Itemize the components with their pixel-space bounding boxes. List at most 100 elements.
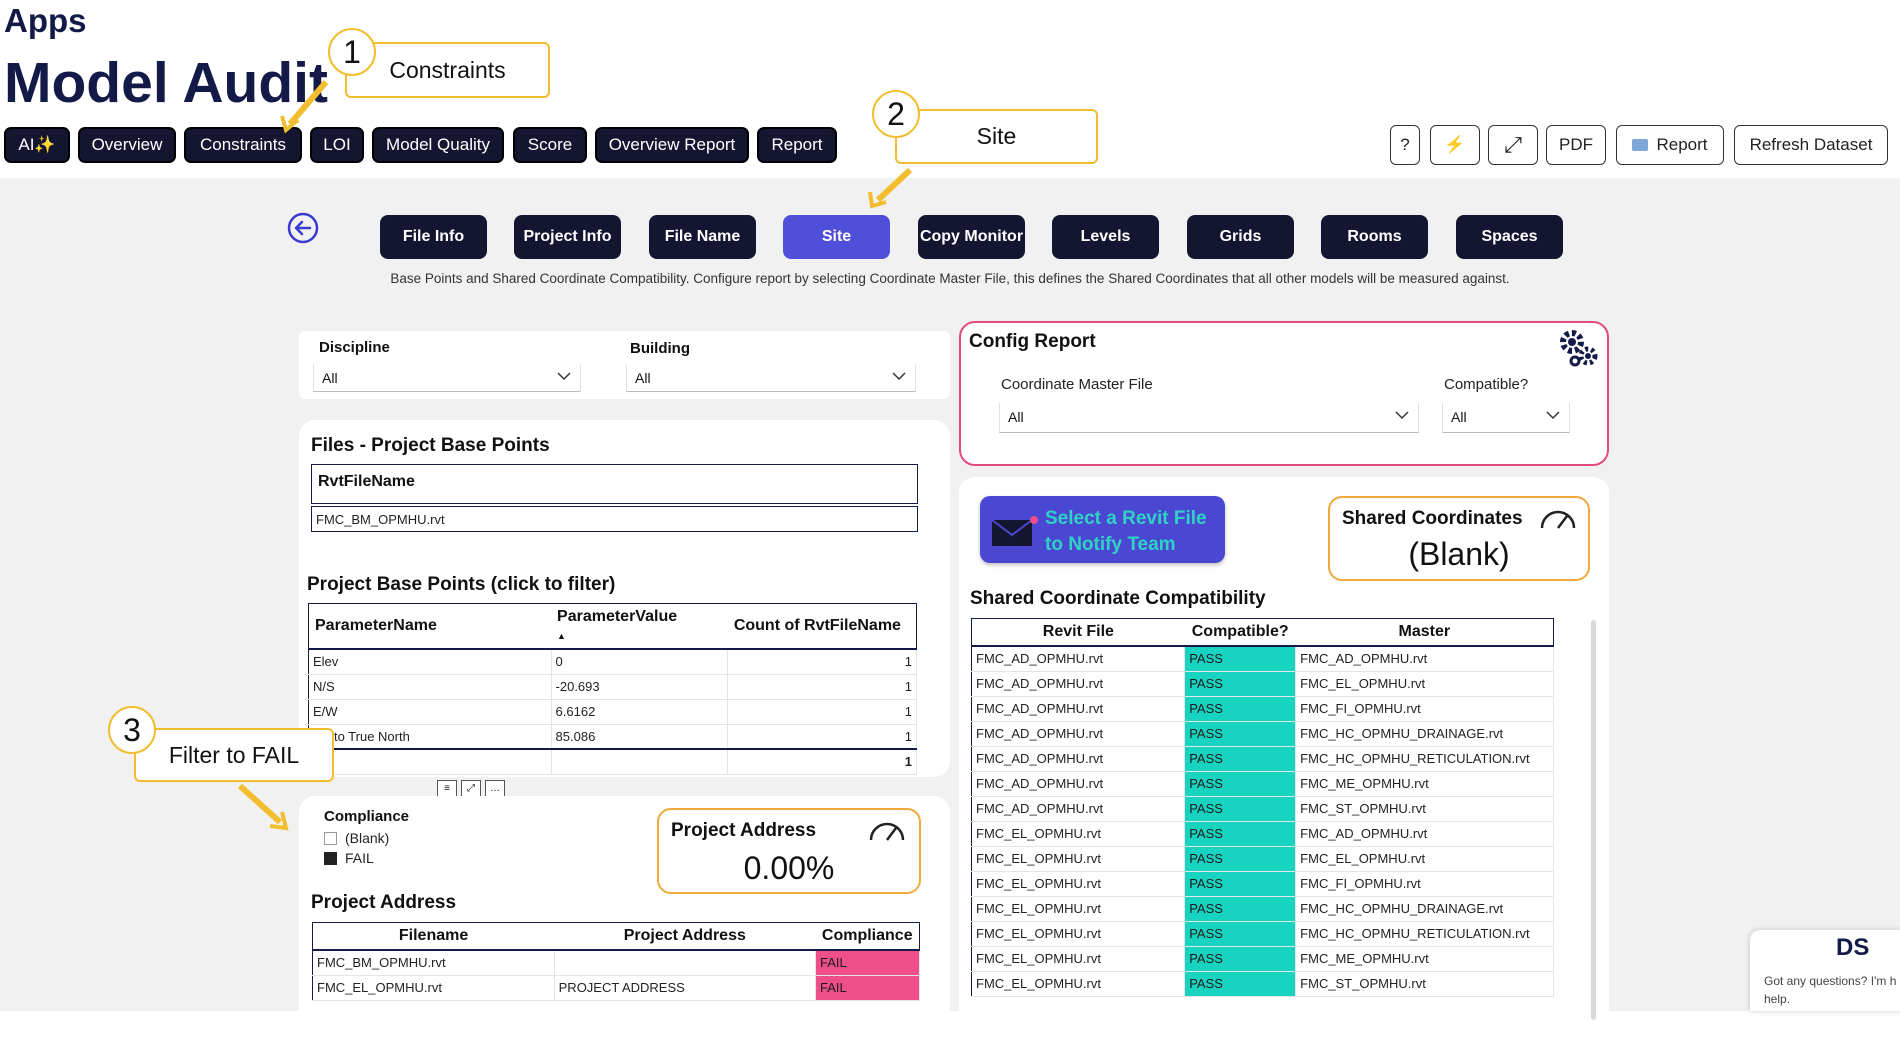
revit-file-cell: FMC_AD_OPMHU.rvt xyxy=(971,696,1186,722)
table-row[interactable]: FMC_EL_OPMHU.rvt PASS FMC_ST_OPMHU.rvt xyxy=(971,971,1554,997)
chat-widget[interactable]: DS Got any questions? I'm h help. xyxy=(1750,930,1900,1011)
compliance-cell: FAIL xyxy=(815,950,920,976)
tab-file-name[interactable]: File Name xyxy=(649,215,756,259)
tab-project-info[interactable]: Project Info xyxy=(514,215,621,259)
table-row[interactable]: FMC_EL_OPMHU.rvt PASS FMC_HC_OPMHU_RETICUL… xyxy=(971,921,1554,947)
project-address-header[interactable]: Project Address xyxy=(554,922,816,951)
nav-overview-report-button[interactable]: Overview Report xyxy=(595,127,749,163)
callout-3-number: 3 xyxy=(108,706,156,754)
files-pbp-row[interactable]: FMC_BM_OPMHU.rvt xyxy=(311,506,918,532)
notify-line-1: Select a Revit File xyxy=(1045,508,1207,529)
table-row[interactable]: FMC_AD_OPMHU.rvt PASS FMC_AD_OPMHU.rvt xyxy=(971,646,1554,672)
table-row[interactable]: gle to True North 85.086 1 xyxy=(308,724,917,750)
tab-grids[interactable]: Grids xyxy=(1187,215,1294,259)
master-dropdown[interactable]: All xyxy=(999,403,1419,433)
filter-icon[interactable]: ≡ xyxy=(437,780,457,798)
table-row[interactable]: FMC_EL_OPMHU.rvt PASS FMC_EL_OPMHU.rvt xyxy=(971,846,1554,872)
nav-report-button[interactable]: Report xyxy=(757,127,837,163)
compliance-option-fail[interactable]: FAIL xyxy=(324,850,374,866)
gauge-icon xyxy=(869,822,905,841)
table-row[interactable]: E/W 6.6162 1 xyxy=(308,699,917,725)
nav-model-quality-button[interactable]: Model Quality xyxy=(372,127,504,163)
param-value: 6.6162 xyxy=(551,699,729,725)
compatible-cell: PASS xyxy=(1184,921,1297,947)
shared-coordinates-kpi: Shared Coordinates (Blank) xyxy=(1328,496,1590,581)
nav-loi-button[interactable]: LOI xyxy=(310,127,364,163)
table-row[interactable]: FMC_BM_OPMHU.rvt FAIL xyxy=(312,950,920,976)
table-row[interactable]: FMC_EL_OPMHU.rvt PROJECT ADDRESS FAIL xyxy=(312,975,920,1001)
table-row[interactable]: FMC_EL_OPMHU.rvt PASS FMC_AD_OPMHU.rvt xyxy=(971,821,1554,847)
chat-logo: DS xyxy=(1836,934,1870,961)
expand-button[interactable]: ⤢ xyxy=(1488,125,1538,165)
files-pbp-title: Files - Project Base Points xyxy=(311,435,550,456)
project-address-card: Compliance (Blank) FAIL Project Address … xyxy=(299,796,950,1026)
count-header[interactable]: Count of RvtFileName xyxy=(727,603,917,650)
sort-asc-icon: ▲ xyxy=(557,631,566,641)
nav-overview-button[interactable]: Overview xyxy=(78,127,176,163)
tab-spaces[interactable]: Spaces xyxy=(1456,215,1563,259)
revit-file-cell: FMC_EL_OPMHU.rvt xyxy=(971,871,1186,897)
help-button[interactable]: ? xyxy=(1390,125,1420,165)
filename-header[interactable]: Filename xyxy=(312,922,555,951)
compatible-cell: PASS xyxy=(1184,646,1297,672)
tab-levels[interactable]: Levels xyxy=(1052,215,1159,259)
total-label: al xyxy=(308,749,552,775)
nav-constraints-button[interactable]: Constraints xyxy=(184,127,302,163)
gears-icon xyxy=(1560,330,1598,367)
tab-rooms[interactable]: Rooms xyxy=(1321,215,1428,259)
table-row[interactable]: FMC_AD_OPMHU.rvt PASS FMC_EL_OPMHU.rvt xyxy=(971,671,1554,697)
nav-score-button[interactable]: Score xyxy=(513,127,587,163)
table-row[interactable]: Elev 0 1 xyxy=(308,649,917,675)
rvtfilename-header[interactable]: RvtFileName xyxy=(311,464,918,504)
gauge-icon xyxy=(1540,510,1576,529)
compatible-dropdown[interactable]: All xyxy=(1442,403,1570,433)
flash-button[interactable]: ⚡ xyxy=(1430,125,1480,165)
compliance-cell: FAIL xyxy=(815,975,920,1001)
param-name-header[interactable]: ParameterName xyxy=(308,603,552,650)
master-cell: FMC_FI_OPMHU.rvt xyxy=(1295,696,1554,722)
scrollbar[interactable] xyxy=(1591,620,1596,1020)
param-value-header[interactable]: ParameterValue ▲ xyxy=(551,603,728,650)
discipline-dropdown[interactable]: All xyxy=(313,364,581,392)
compat-table: Revit File Compatible? Master FMC_AD_OPM… xyxy=(971,618,1554,997)
pbp-table: ParameterName ParameterValue ▲ Count of R… xyxy=(308,603,917,775)
table-row[interactable]: FMC_AD_OPMHU.rvt PASS FMC_ME_OPMHU.rvt xyxy=(971,771,1554,797)
master-cell: FMC_HC_OPMHU_RETICULATION.rvt xyxy=(1295,921,1554,947)
notify-line-2: to Notify Team xyxy=(1045,534,1176,555)
table-row[interactable]: FMC_AD_OPMHU.rvt PASS FMC_HC_OPMHU_RETICUL… xyxy=(971,746,1554,772)
notify-team-button[interactable]: Select a Revit File to Notify Team xyxy=(980,496,1225,563)
table-row[interactable]: FMC_EL_OPMHU.rvt PASS FMC_FI_OPMHU.rvt xyxy=(971,871,1554,897)
revit-file-header[interactable]: Revit File xyxy=(971,618,1185,647)
table-row[interactable]: FMC_AD_OPMHU.rvt PASS FMC_ST_OPMHU.rvt xyxy=(971,796,1554,822)
param-value: 85.086 xyxy=(551,724,729,750)
revit-file-cell: FMC_AD_OPMHU.rvt xyxy=(971,646,1186,672)
master-cell: FMC_AD_OPMHU.rvt xyxy=(1295,646,1554,672)
table-row[interactable]: FMC_AD_OPMHU.rvt PASS FMC_FI_OPMHU.rvt xyxy=(971,696,1554,722)
project-address-title: Project Address xyxy=(311,892,457,913)
revit-file-cell: FMC_EL_OPMHU.rvt xyxy=(971,971,1186,997)
back-arrow-icon[interactable] xyxy=(287,212,319,244)
mail-icon xyxy=(991,516,1038,546)
page-description: Base Points and Shared Coordinate Compat… xyxy=(390,271,1510,286)
more-options-icon[interactable]: … xyxy=(485,780,505,798)
compliance-option-blank[interactable]: (Blank) xyxy=(324,830,389,846)
pdf-button[interactable]: PDF xyxy=(1546,125,1606,165)
compliance-header[interactable]: Compliance xyxy=(815,922,920,951)
table-row[interactable]: FMC_EL_OPMHU.rvt PASS FMC_ME_OPMHU.rvt xyxy=(971,946,1554,972)
master-cell: FMC_EL_OPMHU.rvt xyxy=(1295,671,1554,697)
total-count: 1 xyxy=(727,749,917,775)
table-row[interactable]: FMC_AD_OPMHU.rvt PASS FMC_HC_OPMHU_DRAINAG… xyxy=(971,721,1554,747)
tab-copy-monitor[interactable]: Copy Monitor xyxy=(918,215,1025,259)
report-tool-button[interactable]: Report xyxy=(1616,125,1724,165)
master-value: All xyxy=(1008,409,1024,425)
compatible-header[interactable]: Compatible? xyxy=(1184,618,1296,647)
revit-file-cell: FMC_EL_OPMHU.rvt xyxy=(971,946,1186,972)
table-row[interactable]: N/S -20.693 1 xyxy=(308,674,917,700)
tab-file-info[interactable]: File Info xyxy=(380,215,487,259)
refresh-dataset-button[interactable]: Refresh Dataset xyxy=(1734,125,1888,165)
table-row[interactable]: FMC_EL_OPMHU.rvt PASS FMC_HC_OPMHU_DRAINAG… xyxy=(971,896,1554,922)
nav-ai-button[interactable]: AI✨ xyxy=(4,127,70,163)
tab-site[interactable]: Site xyxy=(783,215,890,259)
building-dropdown[interactable]: All xyxy=(626,364,916,392)
master-header[interactable]: Master xyxy=(1295,618,1554,647)
